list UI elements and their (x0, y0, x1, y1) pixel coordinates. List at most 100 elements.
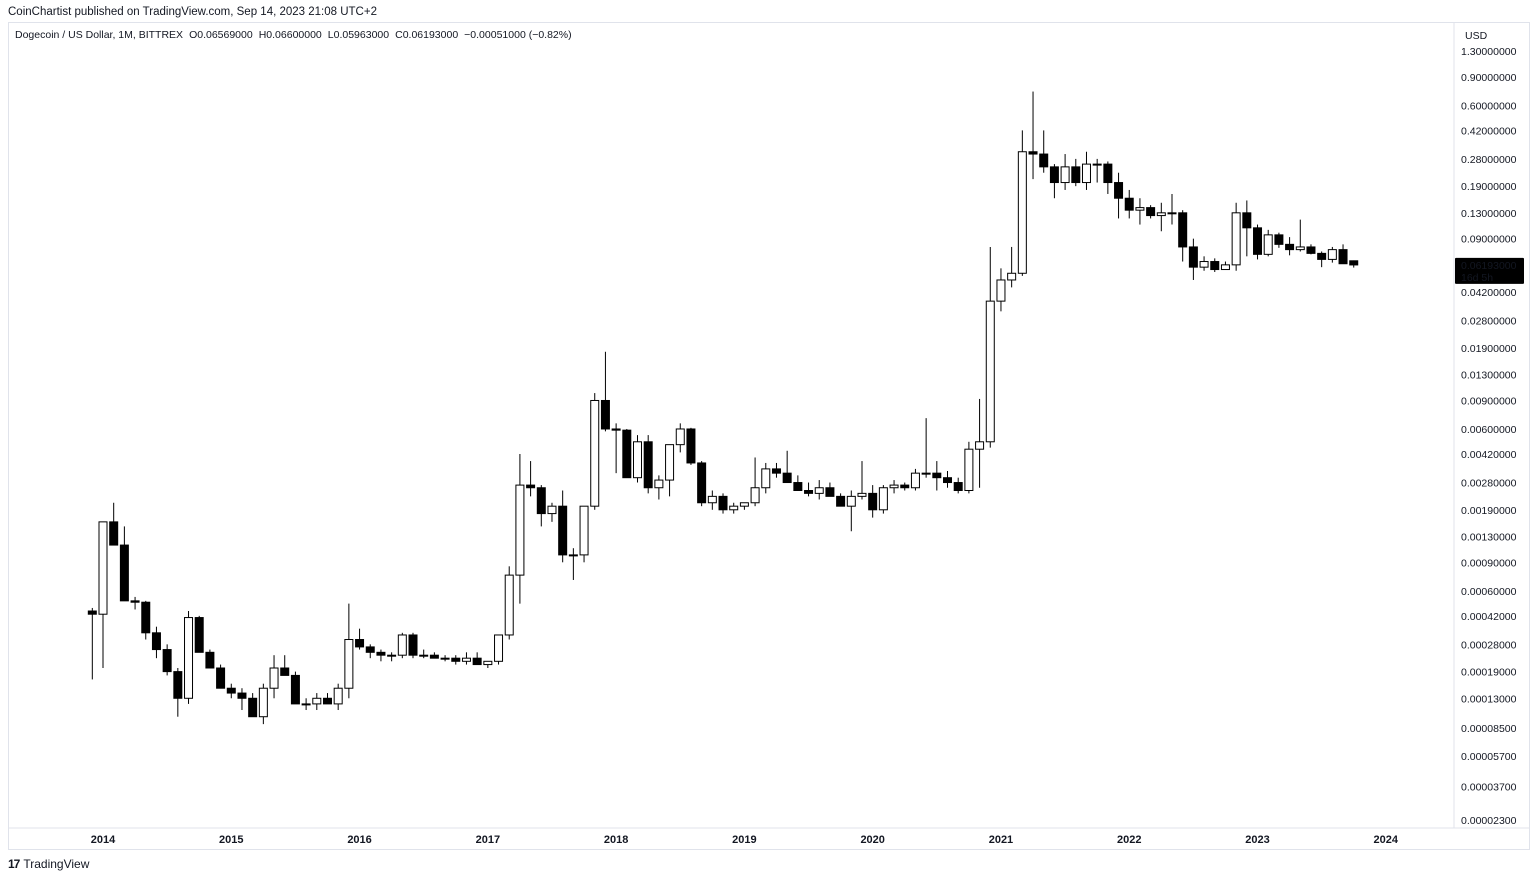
candle-body (654, 479, 664, 489)
candle-body (857, 492, 867, 497)
candle-body (1231, 212, 1241, 266)
candle-body (301, 703, 311, 706)
candle-body (1060, 166, 1070, 184)
candle-body (376, 651, 386, 656)
candle-body (205, 651, 215, 669)
y-tick-label: 0.00042000 (1461, 611, 1517, 623)
candle-body (633, 441, 642, 479)
y-tick-label: 0.00060000 (1461, 586, 1517, 598)
candle-body (408, 634, 418, 656)
y-tick-label: 0.13000000 (1461, 208, 1517, 220)
candle-body (526, 484, 536, 489)
y-tick-label: 0.60000000 (1461, 100, 1517, 112)
candle-body (216, 667, 226, 689)
candle-body (878, 487, 888, 511)
candle-body (804, 490, 814, 494)
candle-body (184, 617, 194, 699)
y-tick-label: 0.09000000 (1461, 234, 1517, 246)
x-tick-label: 2017 (476, 834, 500, 846)
candle-body (119, 544, 129, 602)
candle-body (472, 657, 482, 666)
candle-body (1210, 261, 1220, 271)
change-value: −0.00051000 (−0.82%) (464, 29, 572, 41)
candle-body (1103, 163, 1113, 184)
candle-body (1349, 260, 1359, 266)
candle-body (151, 632, 161, 651)
close-value: C0.06193000 (395, 29, 459, 41)
candle-body (985, 300, 995, 443)
x-tick-label: 2021 (989, 834, 1013, 846)
candle-body (1285, 243, 1295, 251)
candle-body (953, 482, 963, 492)
last-price-label: 0.06193000 (1461, 260, 1517, 272)
x-tick-label: 2024 (1374, 834, 1399, 846)
candle-body (1049, 166, 1059, 184)
candle-body (1188, 246, 1198, 268)
candle-body (226, 687, 236, 694)
candle-body (568, 554, 578, 557)
candle-body (1071, 166, 1081, 184)
open-value: O0.06569000 (189, 29, 253, 41)
candle-body (365, 646, 375, 653)
candle-body (1338, 249, 1348, 265)
candle-body (996, 279, 1006, 302)
candle-body (836, 495, 846, 507)
candle-body (1263, 234, 1273, 255)
candle-body (579, 505, 589, 556)
candle-body (1135, 207, 1145, 211)
symbol-label[interactable]: Dogecoin / US Dollar, 1M, BITTREX (15, 29, 184, 41)
candle-body (387, 654, 397, 657)
candle-body (397, 634, 407, 656)
tradingview-brand[interactable]: TradingView (23, 857, 90, 871)
candle-body (1092, 163, 1102, 166)
y-tick-label: 0.28000000 (1461, 154, 1517, 166)
candle-body (269, 667, 279, 689)
candle-body (162, 649, 172, 673)
candle-body (344, 639, 354, 689)
x-tick-label: 2015 (219, 834, 243, 846)
y-tick-label: 0.00013000 (1461, 693, 1517, 705)
candle-body (697, 462, 707, 504)
candle-body (237, 692, 247, 699)
x-tick-label: 2022 (1117, 834, 1141, 846)
y-tick-label: 0.00090000 (1461, 557, 1517, 569)
candle-body (1178, 212, 1188, 248)
candle-body (1306, 246, 1316, 254)
candle-body (793, 482, 803, 492)
tradingview-logo-icon[interactable]: 17 (8, 857, 20, 871)
candle-body (975, 441, 985, 450)
candle-body (504, 574, 514, 636)
candle-body (1156, 212, 1166, 217)
y-tick-label: 0.42000000 (1461, 125, 1517, 137)
candle-body (675, 428, 685, 446)
candle-body (419, 654, 429, 657)
candle-body (258, 687, 268, 718)
candle-body (1327, 249, 1337, 260)
y-tick-label: 0.00900000 (1461, 395, 1517, 407)
y-tick-label: 0.19000000 (1461, 181, 1517, 193)
candle-body (1242, 212, 1252, 229)
y-tick-label: 0.00003700 (1461, 782, 1517, 794)
published-caption: CoinChartist published on TradingView.co… (8, 6, 377, 18)
candle-body (547, 505, 557, 515)
candle-body (665, 444, 675, 481)
candle-body (782, 472, 792, 484)
footer: 17 TradingView (8, 857, 89, 871)
candle-body (1114, 182, 1124, 199)
low-value: L0.05963000 (327, 29, 390, 41)
candle-body (1028, 151, 1038, 155)
x-tick-label: 2016 (347, 834, 371, 846)
candle-body (590, 399, 600, 507)
candle-body (483, 660, 493, 666)
y-tick-label: 0.00028000 (1461, 639, 1517, 651)
y-tick-label: 0.00280000 (1461, 478, 1517, 490)
candle-body (889, 484, 899, 489)
candle-body (729, 505, 739, 511)
y-tick-label: 0.90000000 (1461, 72, 1517, 84)
candle-body (1253, 227, 1263, 255)
candle-body (1007, 272, 1017, 281)
y-tick-label: 0.01300000 (1461, 370, 1517, 382)
candle-body (98, 521, 108, 615)
candle-body (1167, 212, 1177, 215)
